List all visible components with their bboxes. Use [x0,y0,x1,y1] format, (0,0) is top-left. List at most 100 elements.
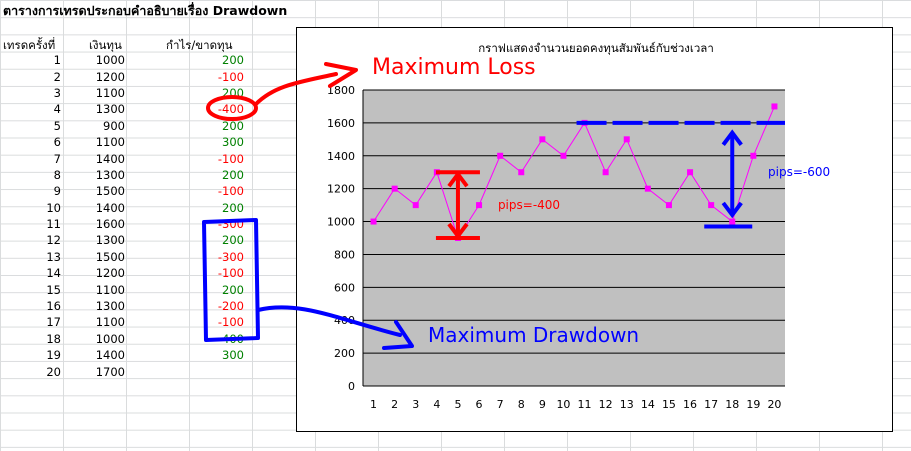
data-point [539,136,546,143]
x-tick-label: 1 [370,398,377,411]
trade-number-cell: 5 [53,118,61,133]
data-point [602,169,609,176]
table-row: 2 1200 -100 [0,68,261,84]
series-line [373,106,775,240]
loss-arrowhead [324,62,358,88]
y-tick-label: 1000 [327,216,355,229]
drawdown-up-arrowhead [721,129,743,146]
capital-cell: 1300 [95,102,125,117]
profit-loss-cell: 200 [222,233,244,248]
capital-cell: 1300 [95,299,125,314]
max-loss-label: Maximum Loss [372,55,536,80]
table-row: 17 1100 -100 [0,314,261,330]
capital-cell: 1300 [95,233,125,248]
trade-number-cell: 16 [46,299,61,314]
y-tick-label: 200 [334,347,355,360]
x-tick-label: 20 [767,398,781,411]
drawdown-arrowhead [382,320,414,350]
x-tick-label: 6 [476,398,483,411]
table-row: 5 900 200 [0,118,261,134]
trade-number-cell: 14 [46,266,61,281]
profit-loss-cell: 200 [222,53,244,68]
trade-number-cell: 10 [46,200,61,215]
trade-number-cell: 8 [53,167,61,182]
x-tick-label: 5 [454,398,461,411]
capital-cell: 1200 [95,266,125,281]
data-point [476,202,483,209]
trade-number-cell: 3 [53,85,61,100]
x-tick-label: 15 [662,398,676,411]
capital-cell: 1100 [95,315,125,330]
capital-cell: 1700 [95,364,125,379]
x-tick-label: 12 [599,398,613,411]
trade-number-cell: 1 [53,53,61,68]
profit-loss-cell: 300 [222,348,244,363]
capital-cell: 1100 [95,85,125,100]
capital-cell: 1400 [95,348,125,363]
data-point [729,218,736,225]
x-tick-label: 9 [539,398,546,411]
table-row: 1 1000 200 [0,52,261,68]
data-point [771,103,778,110]
trade-number-cell: 13 [46,249,61,264]
loss-down-arrowhead [447,222,469,240]
x-tick-label: 8 [518,398,525,411]
x-tick-label: 2 [391,398,398,411]
table-row: 9 1500 -100 [0,183,261,199]
profit-loss-cell: 200 [222,118,244,133]
table-row: 7 1400 -100 [0,150,261,166]
capital-cell: 1400 [95,200,125,215]
y-tick-label: 1600 [327,117,355,130]
data-point [412,202,419,209]
drawdown-down-arrowhead [721,201,743,219]
data-point [750,152,757,159]
profit-loss-cell: -100 [217,151,244,166]
data-point [391,185,398,192]
drawdown-arrow [256,305,402,337]
capital-cell: 1300 [95,167,125,182]
max-drawdown-label: Maximum Drawdown [428,323,639,347]
profit-loss-cell: 200 [222,167,244,182]
data-point [708,202,715,209]
trade-number-cell: 6 [53,135,61,150]
y-tick-label: 600 [334,281,355,294]
profit-loss-cell: -100 [217,266,244,281]
data-point [370,218,377,225]
data-point [687,169,694,176]
capital-cell: 1600 [95,217,125,232]
capital-cell: 1100 [95,282,125,297]
trade-number-cell: 17 [46,315,61,330]
trade-number-cell: 12 [46,233,61,248]
sheet-title: ตารางการเทรดประกอบคำอธิบายเรื่อง Drawdow… [3,3,288,18]
profit-loss-cell: -100 [217,184,244,199]
x-tick-label: 18 [725,398,739,411]
y-tick-label: 1800 [327,84,355,97]
trade-number-cell: 15 [46,282,61,297]
table-row: 4 1300 -400 [0,101,261,117]
profit-loss-cell: -100 [217,315,244,330]
x-tick-label: 16 [683,398,697,411]
trade-number-cell: 20 [46,364,61,379]
data-point [665,202,672,209]
trade-number-cell: 7 [53,151,61,166]
capital-cell: 1000 [95,53,125,68]
trade-number-cell: 11 [46,217,61,232]
capital-cell: 1500 [95,184,125,199]
loss-circle [206,95,258,121]
trade-number-cell: 4 [53,102,61,117]
y-tick-label: 800 [334,248,355,261]
x-tick-label: 4 [433,398,440,411]
header-trade-number: เทรดครั้งที่ [3,38,56,52]
data-point [644,185,651,192]
loss-up-arrowhead [447,170,469,188]
table-row: 10 1400 200 [0,200,261,216]
table-row: 6 1100 300 [0,134,261,150]
loss-arrow [254,72,338,106]
data-point [623,136,630,143]
trade-number-cell: 19 [46,348,61,363]
header-profit-loss: กำไร/ขาดทุน [166,38,233,52]
trade-table: 1 1000 200 2 1200 -100 3 1100 200 4 1300 -400 5 900 20… [0,52,261,380]
capital-cell: 900 [103,118,125,133]
capital-cell: 1400 [95,151,125,166]
